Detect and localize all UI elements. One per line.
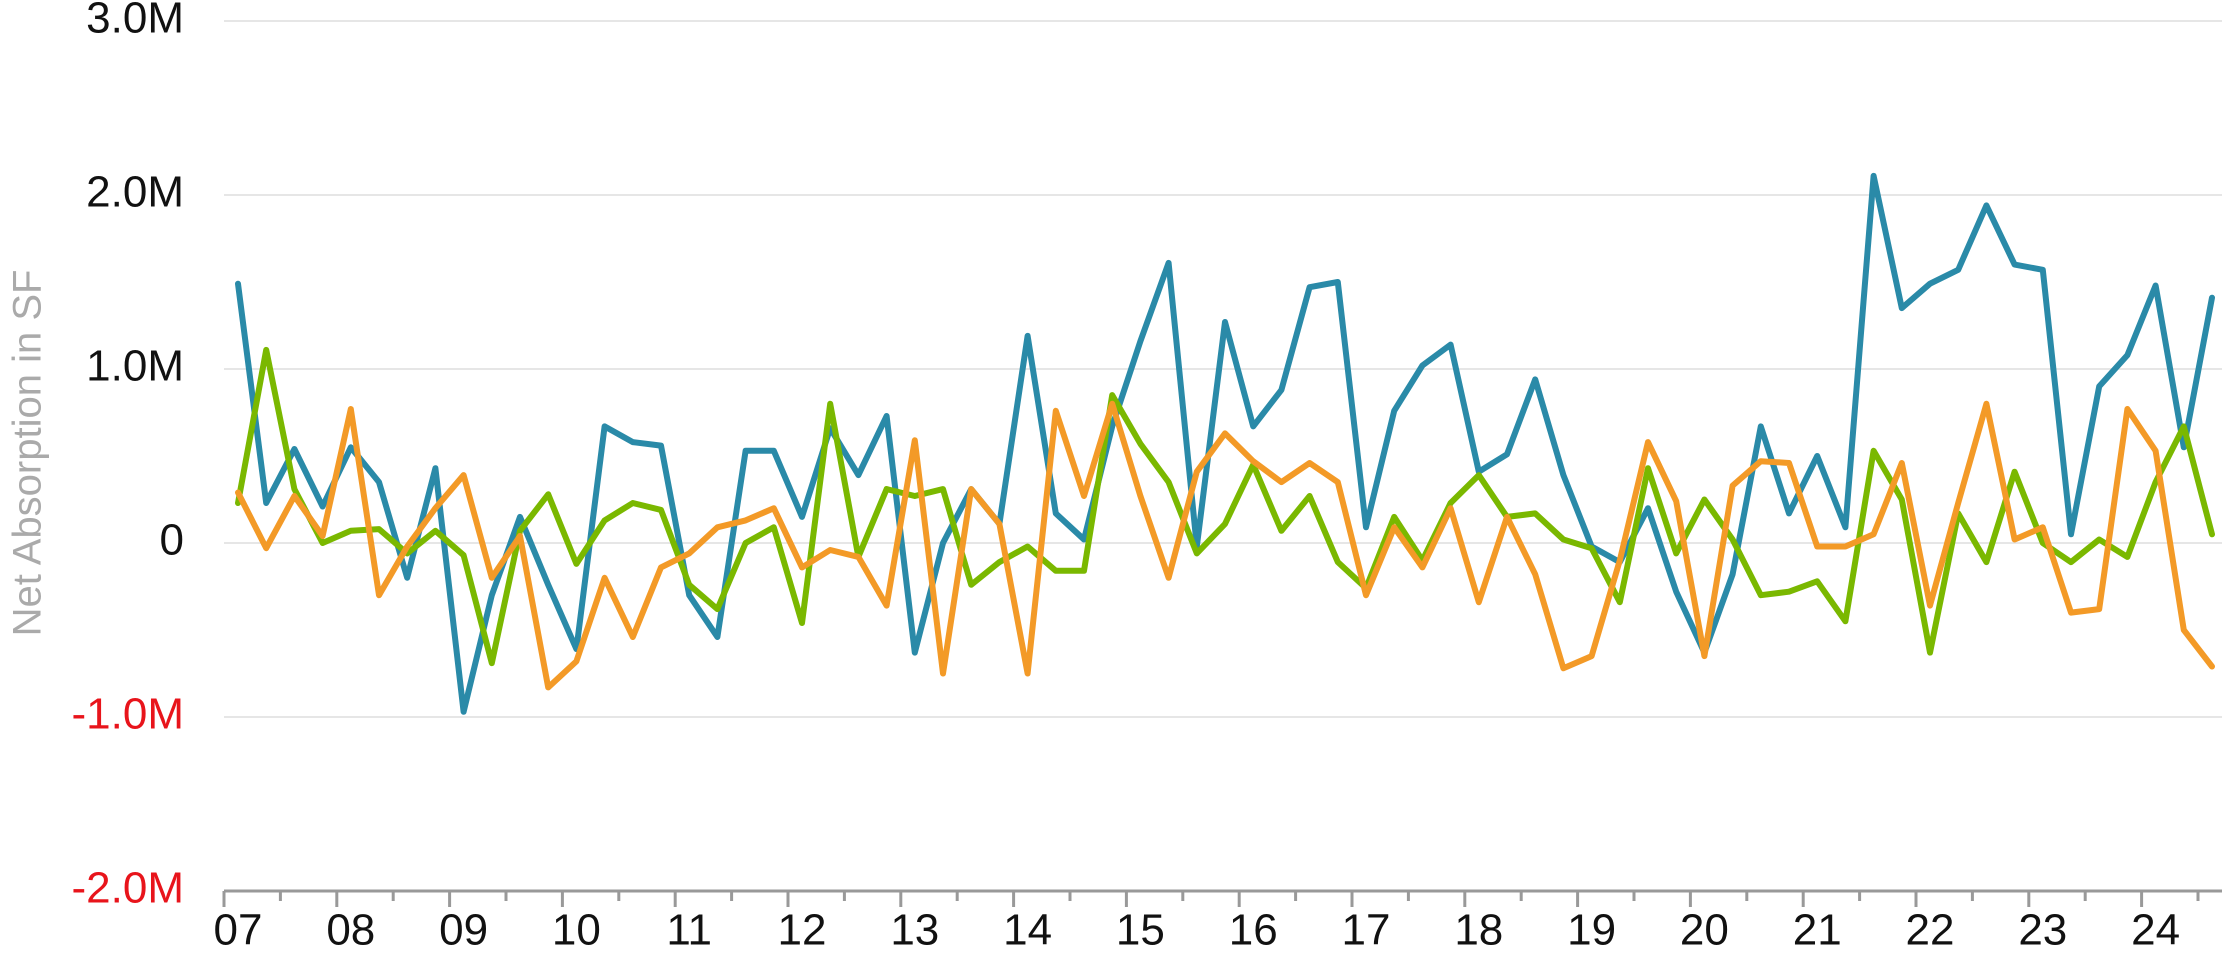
x-tick-label: 22 — [1906, 906, 1955, 954]
x-tick-label: 19 — [1567, 906, 1616, 954]
x-tick-label: 08 — [326, 906, 375, 954]
x-tick-label: 17 — [1342, 906, 1391, 954]
x-tick-label: 14 — [1003, 906, 1052, 954]
series-line — [235, 346, 2215, 667]
x-tick-label: 07 — [214, 906, 263, 954]
x-tick-label: 13 — [890, 906, 939, 954]
x-tick-label: 15 — [1116, 906, 1165, 954]
x-tick-label: 18 — [1454, 906, 1503, 954]
x-tick-label: 21 — [1793, 906, 1842, 954]
y-tick-label: 2.0M — [86, 168, 184, 217]
y-tick-label: 0 — [160, 516, 184, 565]
y-tick-label: -1.0M — [72, 690, 184, 739]
y-tick-label: 3.0M — [86, 0, 184, 43]
x-tick-label: 20 — [1680, 906, 1729, 954]
x-tick-label: 10 — [552, 906, 601, 954]
x-tick-label: 23 — [2018, 906, 2067, 954]
x-tick-label: 16 — [1229, 906, 1278, 954]
y-tick-label: 1.0M — [86, 342, 184, 391]
x-tick-label: 09 — [439, 906, 488, 954]
series-line — [235, 400, 2215, 691]
y-tick-label: -2.0M — [72, 864, 184, 913]
x-tick-label: 11 — [666, 906, 712, 954]
y-axis-label: Net Absorption in SF — [6, 270, 50, 637]
x-tick-label: 12 — [778, 906, 827, 954]
series-line — [235, 172, 2215, 715]
x-tick-label: 24 — [2131, 906, 2180, 954]
